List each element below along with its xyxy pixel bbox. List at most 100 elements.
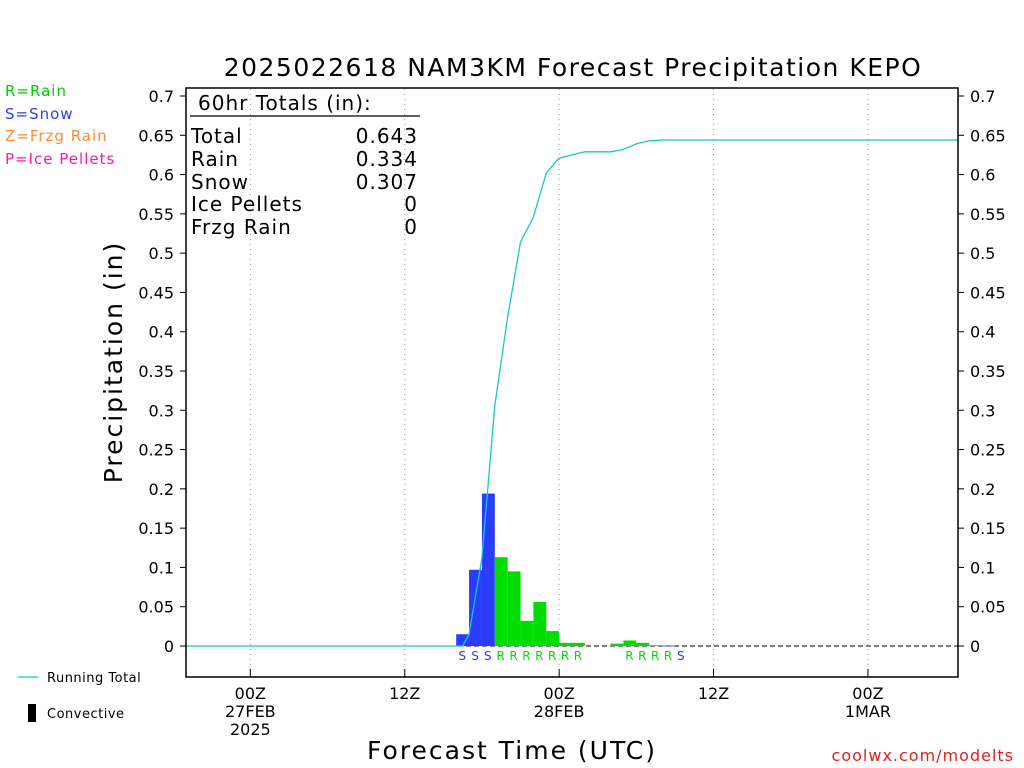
- y-tick-label-right: 0: [970, 637, 980, 656]
- y-tick-label: 0.05: [138, 598, 174, 617]
- precip-bar: [610, 643, 624, 646]
- precip-bar: [546, 631, 560, 646]
- totals-table: 60hr Totals (in): Total 0.643 Rain 0.334…: [190, 91, 420, 239]
- legend-ice-pellets: P=Ice Pellets: [5, 150, 115, 168]
- y-tick-label: 0.1: [149, 558, 174, 577]
- totals-value-snow: 0.307: [356, 170, 418, 194]
- y-tick-label: 0.65: [138, 126, 174, 145]
- precip-type-label: S: [677, 649, 686, 663]
- precip-type-label: R: [574, 649, 583, 663]
- precip-type-label: R: [509, 649, 518, 663]
- precip-type-label: S: [471, 649, 480, 663]
- precip-bar: [623, 640, 637, 646]
- precip-type-legend: R=Rain S=Snow Z=Frzg Rain P=Ice Pellets: [5, 82, 115, 168]
- y-tick-label-right: 0.25: [970, 441, 1006, 460]
- precip-type-label: R: [651, 649, 660, 663]
- x-tick-label: 12Z: [698, 684, 729, 703]
- precip-type-label: R: [548, 649, 557, 663]
- y-tick-label-right: 0.6: [970, 166, 995, 185]
- totals-value-rain: 0.334: [356, 147, 418, 171]
- precip-bar: [520, 620, 534, 646]
- precip-bar: [481, 493, 495, 646]
- precip-type-label: R: [522, 649, 531, 663]
- precip-type-label: R: [638, 649, 647, 663]
- totals-value-total: 0.643: [356, 124, 418, 148]
- x-tick-label: 00Z: [543, 684, 574, 703]
- chart-title: 2025022618 NAM3KM Forecast Precipitation…: [224, 53, 923, 82]
- precip-bar: [559, 642, 572, 646]
- precipitation-bars: [456, 493, 675, 647]
- precip-type-label: R: [664, 649, 673, 663]
- y-tick-label-right: 0.1: [970, 558, 995, 577]
- y-tick-label-right: 0.3: [970, 401, 995, 420]
- totals-label-freezing-rain: Frzg Rain: [191, 215, 292, 239]
- x-tick-label: 00Z: [235, 684, 266, 703]
- x-tick-label: 28FEB: [534, 702, 585, 721]
- y-tick-label: 0.6: [149, 166, 174, 185]
- legend-rain: R=Rain: [5, 82, 67, 100]
- vertical-gridlines: [249, 89, 869, 676]
- totals-value-ice-pellets: 0: [404, 192, 418, 216]
- precip-type-label: R: [561, 649, 570, 663]
- y-tick-label: 0.3: [149, 401, 174, 420]
- y-tick-label-right: 0.65: [970, 126, 1006, 145]
- convective-legend-swatch: [28, 704, 36, 722]
- x-tick-label: 00Z: [852, 684, 883, 703]
- precip-bar: [662, 645, 675, 647]
- y-tick-label: 0.45: [138, 283, 174, 302]
- precip-bar: [649, 645, 663, 647]
- running-total-line: [186, 139, 958, 647]
- precip-type-label: R: [497, 649, 506, 663]
- y-tick-label-right: 0.45: [970, 283, 1006, 302]
- y-tick-label: 0.5: [149, 244, 174, 263]
- precip-type-label: S: [458, 649, 467, 663]
- precip-bar: [533, 602, 547, 646]
- y-tick-label: 0.15: [138, 519, 174, 538]
- y-tick-label: 0.7: [149, 87, 174, 106]
- totals-label-snow: Snow: [191, 170, 249, 194]
- totals-header: 60hr Totals (in):: [198, 91, 372, 115]
- legend-snow: S=Snow: [5, 105, 74, 123]
- credit-text: coolwx.com/modelts: [832, 746, 1014, 765]
- totals-label-ice-pellets: Ice Pellets: [191, 192, 303, 216]
- y-tick-label-right: 0.05: [970, 598, 1006, 617]
- y-tick-label: 0.25: [138, 441, 174, 460]
- precip-bar: [572, 642, 585, 646]
- y-tick-label: 0.4: [149, 323, 174, 342]
- y-tick-label-right: 0.2: [970, 480, 995, 499]
- x-tick-label: 27FEB: [225, 702, 276, 721]
- y-tick-label-right: 0.35: [970, 362, 1006, 381]
- plot-frame: [185, 87, 959, 678]
- y-tick-label-right: 0.5: [970, 244, 995, 263]
- totals-label-rain: Rain: [191, 147, 239, 171]
- y-axis-right: 0 0.05 0.1 0.15 0.2 0.25 0.3 0.35 0.4 0.45 0.5 0.55…: [958, 87, 1006, 656]
- precip-bar: [507, 571, 521, 646]
- convective-legend-label: Convective: [47, 707, 125, 722]
- totals-value-freezing-rain: 0: [404, 215, 418, 239]
- x-tick-label: 12Z: [389, 684, 420, 703]
- x-tick-label: 1MAR: [845, 702, 891, 721]
- precip-bar: [494, 557, 508, 646]
- x-axis-title: Forecast Time (UTC): [367, 736, 657, 765]
- precip-bar: [456, 634, 470, 646]
- y-tick-label: 0: [164, 637, 174, 656]
- y-tick-label-right: 0.55: [970, 205, 1006, 224]
- y-tick-label-right: 0.7: [970, 87, 995, 106]
- y-tick-label-right: 0.4: [970, 323, 995, 342]
- totals-label-total: Total: [190, 124, 243, 148]
- precip-type-label: R: [625, 649, 634, 663]
- y-axis-title: Precipitation (in): [99, 241, 128, 484]
- x-tick-label: 2025: [230, 720, 271, 739]
- precip-bar: [469, 569, 482, 646]
- legend-freezing-rain: Z=Frzg Rain: [5, 127, 108, 145]
- y-tick-label: 0.2: [149, 480, 174, 499]
- precip-type-label: R: [535, 649, 544, 663]
- y-axis-left: 0 0.05 0.1 0.15 0.2 0.25 0.3 0.35 0.4 0.45 0.5 0.55…: [138, 87, 186, 656]
- precip-bar: [636, 642, 650, 646]
- running-total-legend-label: Running Total: [47, 671, 141, 686]
- precip-type-label: S: [484, 649, 493, 663]
- y-tick-label-right: 0.15: [970, 519, 1006, 538]
